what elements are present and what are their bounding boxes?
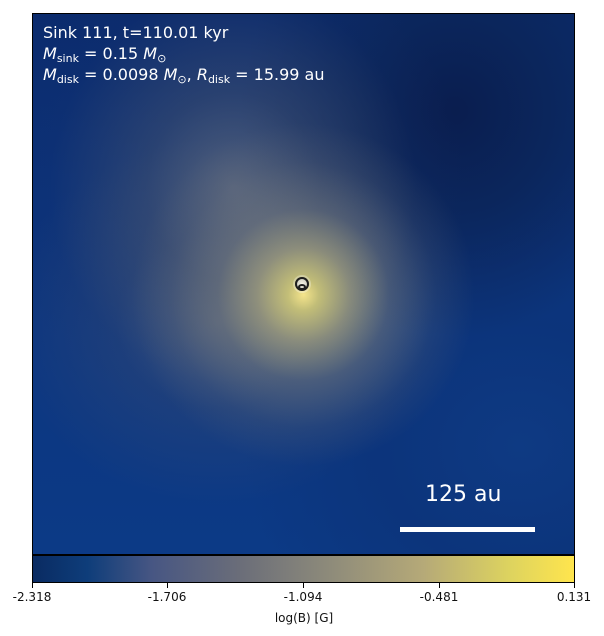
sink-companion-icon xyxy=(298,284,306,290)
colorbar xyxy=(32,555,575,583)
disk-radius-value: = 15.99 au xyxy=(230,65,325,84)
colorbar-tick-label-4: 0.131 xyxy=(556,590,592,604)
disk-mass-unit-symbol: M xyxy=(163,65,178,84)
colorbar-tick-2 xyxy=(303,583,304,588)
disk-radius-symbol: R xyxy=(196,65,208,84)
disk-mass-subscript: disk xyxy=(56,73,79,86)
colorbar-tick-label-1: -1.706 xyxy=(147,590,187,604)
disk-separator: , xyxy=(186,65,197,84)
colorbar-tick-label-2: -1.094 xyxy=(283,590,323,604)
scale-bar-label: 125 au xyxy=(425,482,502,507)
colorbar-label: log(B) [G] xyxy=(274,611,334,625)
disk-mass-value: = 0.0098 xyxy=(78,65,164,84)
field-image-panel: Sink 111, t=110.01 kyr Msink = 0.15 M⊙ M… xyxy=(32,13,575,555)
sink-title: Sink 111, t=110.01 kyr xyxy=(43,23,229,42)
sink-mass-value: = 0.15 xyxy=(78,44,144,63)
sink-mass-label: Msink = 0.15 M⊙ xyxy=(43,43,166,64)
colorbar-tick-1 xyxy=(167,583,168,588)
sink-mass-unit-symbol: M xyxy=(143,44,158,63)
sink-mass-unit-subscript: ⊙ xyxy=(157,52,167,65)
sink-mass-symbol: M xyxy=(43,44,57,63)
disk-mass-symbol: M xyxy=(43,65,57,84)
disk-radius-subscript: disk xyxy=(207,73,231,86)
scale-bar xyxy=(400,527,535,532)
colorbar-tick-0 xyxy=(32,583,33,588)
disk-properties-label: Mdisk = 0.0098 M⊙, Rdisk = 15.99 au xyxy=(43,64,325,85)
colorbar-tick-3 xyxy=(439,583,440,588)
sink-mass-subscript: sink xyxy=(56,52,79,65)
colorbar-tick-label-3: -0.481 xyxy=(419,590,459,604)
colorbar-tick-4 xyxy=(574,583,575,588)
disk-mass-unit-subscript: ⊙ xyxy=(177,73,187,86)
colorbar-tick-label-0: -2.318 xyxy=(12,590,52,604)
